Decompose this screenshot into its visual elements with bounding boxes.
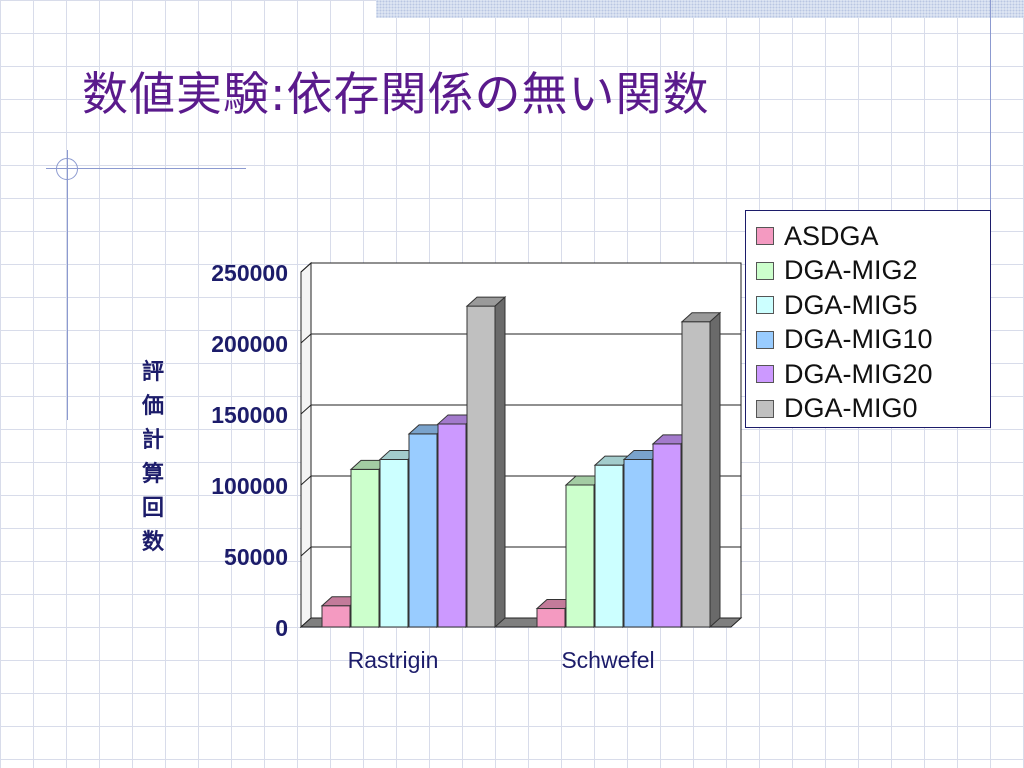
bar-dga-mig0-schwefel bbox=[680, 311, 722, 629]
chart-legend: ASDGA DGA-MIG2 DGA-MIG5 DGA-MIG10 DGA-MIG20 D… bbox=[745, 210, 991, 428]
right-decor-line bbox=[990, 0, 991, 250]
legend-swatch bbox=[756, 296, 774, 315]
bar-front bbox=[681, 321, 711, 628]
legend-swatch bbox=[756, 330, 774, 349]
gridline bbox=[300, 262, 741, 273]
legend-label: DGA-MIG2 bbox=[784, 255, 918, 286]
legend-item: DGA-MIG20 bbox=[756, 357, 990, 392]
y-axis-label: 評価計算回数 bbox=[141, 360, 164, 555]
bar-front bbox=[652, 443, 682, 628]
legend-item: DGA-MIG5 bbox=[756, 288, 990, 323]
legend-swatch bbox=[756, 261, 774, 280]
legend-label: ASDGA bbox=[784, 220, 879, 251]
legend-swatch bbox=[756, 227, 774, 246]
x-category-label: Schwefel bbox=[561, 647, 654, 673]
y-tick-label: 150000 bbox=[211, 402, 288, 428]
chart-side-wall bbox=[300, 261, 312, 629]
legend-item: ASDGA bbox=[756, 219, 990, 254]
legend-swatch bbox=[756, 365, 774, 384]
gridline bbox=[300, 404, 741, 415]
bar-front bbox=[379, 458, 409, 628]
legend-label: DGA-MIG5 bbox=[784, 289, 918, 320]
bar-front bbox=[594, 464, 624, 628]
bar-side bbox=[709, 311, 721, 629]
bar-front bbox=[623, 458, 653, 628]
left-decor-line bbox=[67, 150, 68, 420]
bar-front bbox=[408, 433, 438, 628]
y-tick-label: 200000 bbox=[211, 331, 288, 357]
legend-label: DGA-MIG0 bbox=[784, 393, 918, 424]
bar-side bbox=[494, 295, 506, 629]
y-tick-label: 50000 bbox=[224, 544, 288, 570]
y-tick-label: 0 bbox=[275, 615, 288, 641]
bar-front bbox=[565, 484, 595, 628]
top-decor-band bbox=[376, 0, 1024, 18]
y-tick-label: 100000 bbox=[211, 473, 288, 499]
legend-item: DGA-MIG2 bbox=[756, 254, 990, 289]
bar-front bbox=[350, 468, 380, 628]
bar-dga-mig0-rastrigin bbox=[465, 295, 507, 629]
bar-front bbox=[321, 605, 351, 628]
bar-front bbox=[437, 423, 467, 628]
bar-front bbox=[466, 305, 496, 628]
legend-label: DGA-MIG20 bbox=[784, 358, 933, 389]
y-tick-label: 250000 bbox=[211, 260, 288, 286]
legend-label: DGA-MIG10 bbox=[784, 324, 933, 355]
legend-swatch bbox=[756, 399, 774, 418]
decor-circle bbox=[56, 158, 78, 180]
slide-title: 数値実験:依存関係の無い関数 bbox=[82, 67, 710, 121]
bar-front bbox=[536, 608, 566, 628]
gridline bbox=[300, 333, 741, 344]
x-category-label: Rastrigin bbox=[348, 647, 439, 673]
title-underline-decor bbox=[46, 168, 246, 169]
legend-item: DGA-MIG10 bbox=[756, 323, 990, 358]
legend-item: DGA-MIG0 bbox=[756, 392, 990, 427]
